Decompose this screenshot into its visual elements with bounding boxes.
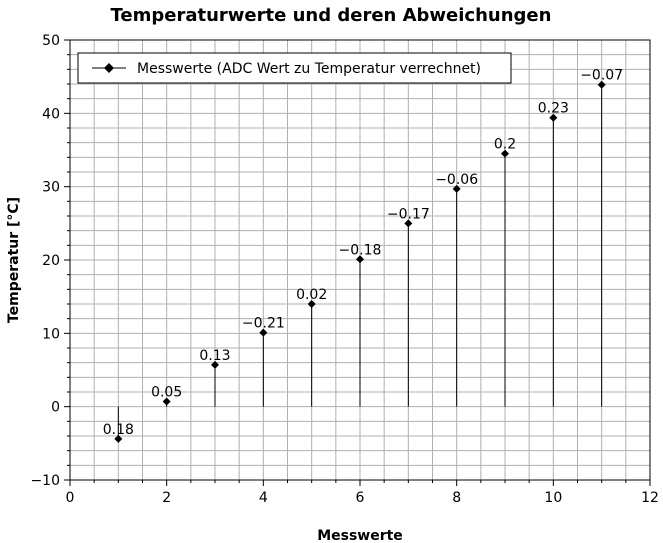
data-label: −0.17 — [387, 206, 430, 222]
chart-title: Temperaturwerte und deren Abweichungen — [111, 5, 552, 26]
data-label: 0.18 — [103, 422, 134, 438]
y-tick-label: 40 — [42, 106, 60, 122]
x-tick-label: 12 — [641, 490, 659, 506]
data-point — [597, 80, 606, 89]
legend-box — [77, 52, 512, 84]
data-point — [162, 397, 171, 406]
legend-label: Messwerte (ADC Wert zu Temperatur verrec… — [137, 61, 481, 77]
data-point — [211, 360, 219, 369]
x-tick-label: 0 — [66, 490, 75, 506]
data-point — [259, 328, 268, 337]
data-label: −0.18 — [339, 242, 382, 258]
x-tick-label: 2 — [162, 490, 171, 506]
data-label: 0.05 — [151, 385, 182, 401]
data-point — [452, 184, 461, 193]
x-tick-label: 10 — [544, 490, 562, 506]
y-axis-label: Temperatur [°C] — [6, 197, 22, 323]
data-label: −0.21 — [242, 316, 285, 332]
y-tick-label: 20 — [42, 253, 60, 269]
data-label: −0.07 — [580, 68, 623, 84]
data-label: 0.23 — [538, 101, 569, 117]
data-point — [404, 219, 413, 228]
x-axis-label: Messwerte — [317, 528, 403, 543]
data-point — [356, 255, 364, 264]
data-label: 0.2 — [494, 137, 516, 153]
stems — [117, 84, 603, 439]
x-tick-label: 6 — [356, 490, 365, 506]
data-point — [114, 434, 123, 443]
data-points — [114, 80, 606, 443]
y-tick-label: −10 — [30, 473, 60, 489]
y-tick-label: 50 — [42, 33, 60, 49]
legend-marker — [104, 63, 114, 73]
y-tick-label: 0 — [51, 400, 60, 416]
data-point — [501, 149, 509, 158]
tick-labels: 0 2 4 6 8 10 12 −10 0 10 20 30 40 50 — [30, 33, 658, 506]
legend: Messwerte (ADC Wert zu Temperatur verrec… — [77, 52, 512, 84]
x-tick-label: 8 — [452, 490, 461, 506]
data-label: 0.13 — [199, 348, 230, 364]
data-label: −0.06 — [435, 172, 478, 188]
y-tick-label: 30 — [42, 180, 60, 196]
y-tick-label: 10 — [42, 326, 60, 342]
axis-ticks — [64, 39, 651, 486]
data-point — [549, 113, 558, 122]
x-tick-label: 4 — [259, 490, 268, 506]
data-label: 0.02 — [296, 287, 327, 303]
data-point — [307, 300, 316, 308]
data-labels: 0.18 0.05 0.13 −0.21 0.02 −0.18 −0.17 −0.06 0.2 0… — [103, 68, 623, 438]
